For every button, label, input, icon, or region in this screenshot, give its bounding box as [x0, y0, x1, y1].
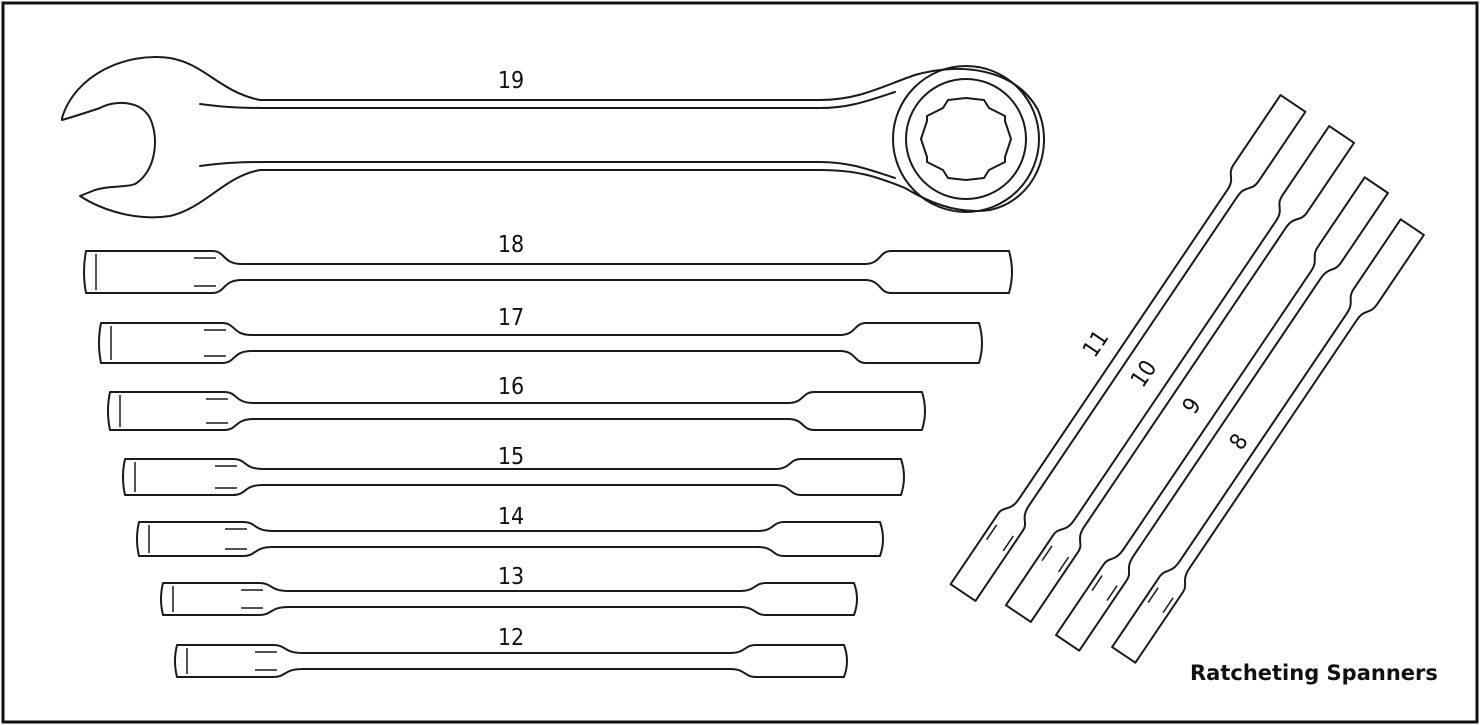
spanner-11-body: [949, 94, 1307, 602]
spanner-19-ring-inner: [905, 78, 1027, 200]
spanner-18-label: 18: [498, 232, 524, 258]
spanner-14-label: 14: [498, 504, 524, 530]
spanner-18: 18: [83, 232, 1013, 294]
spanner-16: 16: [107, 374, 926, 431]
spanner-13-label: 13: [498, 564, 524, 590]
horizontal-spanners: 18 17 16 15 14 13 12: [83, 232, 1013, 678]
spanner-15-body: [122, 458, 905, 496]
spanner-8-neck-detail: [1147, 587, 1174, 614]
spanner-17-label: 17: [498, 305, 524, 331]
spanner-8-body: [1111, 218, 1425, 664]
spanner-14-body: [136, 521, 884, 557]
spanner-12-neck-detail: [255, 651, 277, 671]
spanner-17: 17: [98, 305, 983, 364]
spanner-15-neck-detail: [215, 465, 237, 489]
spanner-12: 12: [174, 625, 848, 678]
spanner-18-body: [83, 250, 1013, 294]
spanner-19-body: [61, 56, 1045, 219]
spanner-11: [949, 94, 1307, 602]
spanner-16-neck-detail: [206, 398, 228, 424]
spanner-9: [1055, 176, 1389, 652]
spanner-14: 14: [136, 504, 884, 557]
diagram-caption: Ratcheting Spanners: [1190, 661, 1438, 685]
spanner-15-label: 15: [498, 444, 524, 470]
spanner-19: 19: [61, 56, 1045, 219]
spanner-13: 13: [160, 564, 858, 616]
spanner-12-label: 12: [498, 625, 524, 651]
spanner-10: [1004, 125, 1356, 623]
spanner-17-body: [98, 322, 983, 364]
spanner-19-label: 19: [498, 68, 524, 94]
spanner-19-shaft-line-top: [199, 91, 896, 109]
spanner-10-body: [1004, 125, 1356, 623]
spanner-18-neck-detail: [194, 257, 216, 287]
spanner-15: 15: [122, 444, 905, 496]
spanner-19-ring-outer: [892, 65, 1040, 213]
spanner-19-shaft-line-bottom: [199, 161, 896, 179]
spanner-16-body: [107, 391, 926, 431]
spanner-14-neck-detail: [225, 528, 247, 550]
spanner-10-neck-detail: [1041, 545, 1070, 573]
spanner-8: [1111, 218, 1425, 664]
spanner-9-neck-detail: [1091, 575, 1118, 602]
spanner-19-twelve-point-socket: [920, 97, 1012, 181]
spanner-16-label: 16: [498, 374, 524, 400]
spanner-9-body: [1055, 176, 1389, 652]
spanner-11-neck-detail: [985, 524, 1014, 552]
spanner-12-body: [174, 644, 848, 678]
spanner-13-body: [160, 582, 858, 616]
spanner-13-neck-detail: [241, 589, 263, 609]
spanner-17-neck-detail: [204, 329, 226, 357]
